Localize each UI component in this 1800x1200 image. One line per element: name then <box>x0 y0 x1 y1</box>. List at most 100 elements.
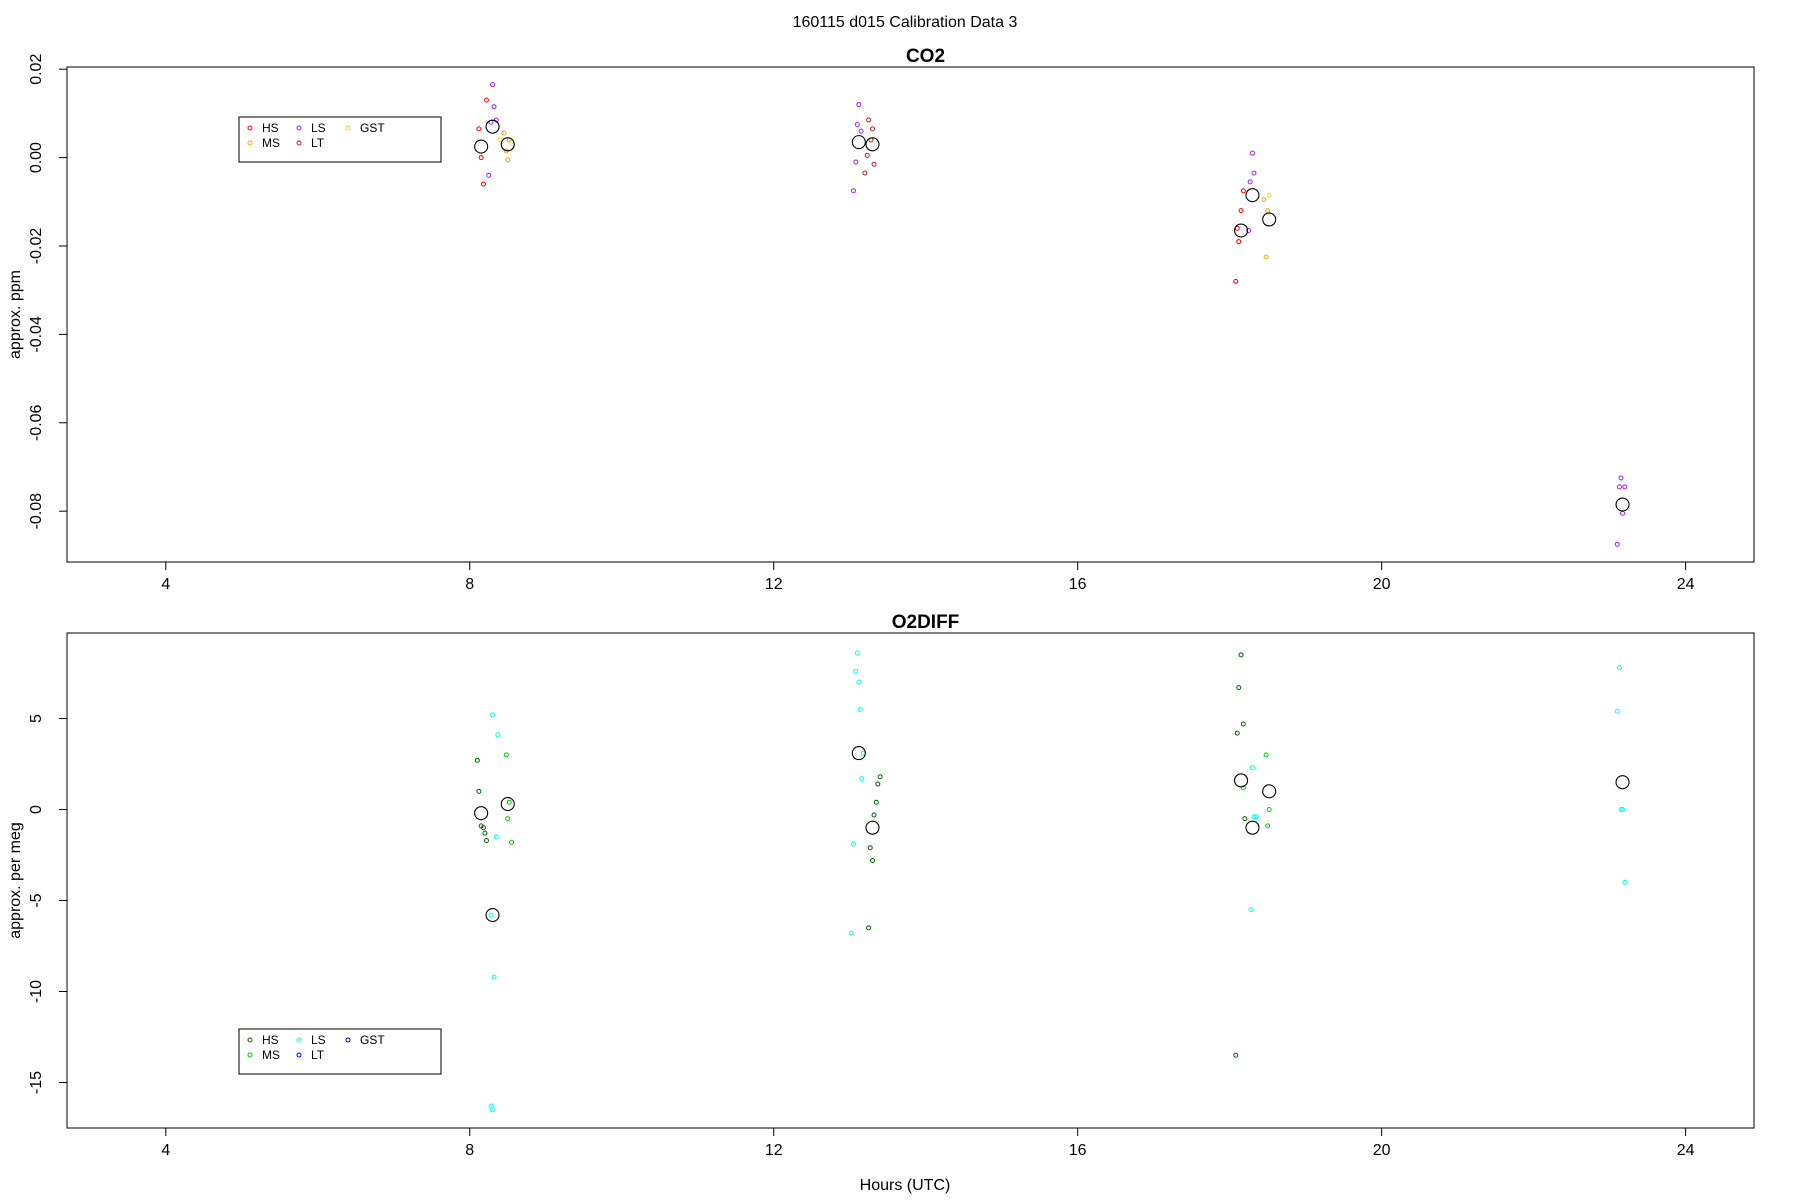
o2diff-x-tick-label: 16 <box>1069 1142 1087 1159</box>
o2diff-point-hs <box>867 845 873 851</box>
co2-legend-label: GST <box>360 121 385 135</box>
o2diff-point-ms <box>505 816 511 822</box>
o2diff-legend-marker <box>247 1052 253 1058</box>
co2-y-tick-label: 0.00 <box>28 142 45 173</box>
co2-mean-point <box>865 137 880 152</box>
co2-point-hs <box>480 181 486 187</box>
co2-legend-label: LT <box>311 136 325 150</box>
o2diff-point-ls <box>859 776 865 782</box>
co2-point-hs <box>483 97 489 103</box>
co2-legend-marker <box>296 140 302 146</box>
o2diff-y-axis-label: approx. per meg <box>7 822 24 939</box>
co2-point-hs <box>478 155 484 161</box>
o2diff-point-ls <box>1620 807 1626 813</box>
co2-legend-marker <box>247 140 253 146</box>
o2diff-point-hs <box>480 825 486 831</box>
figure-title: 160115 d015 Calibration Data 3 <box>793 14 1018 31</box>
o2diff-point-ls <box>851 841 857 847</box>
co2-panel: CO2 approx. ppm 4 8 12 16 20 24 -0.08 -0.06 -0.0… <box>7 46 1755 593</box>
o2diff-mean-point <box>1234 773 1249 788</box>
co2-mean-point <box>474 139 489 154</box>
o2diff-mean-point <box>485 908 500 923</box>
o2diff-point-ls <box>856 679 862 685</box>
co2-x-tick-label: 16 <box>1069 576 1087 593</box>
co2-point-ls <box>486 172 492 178</box>
o2diff-point-ls <box>1614 708 1620 714</box>
co2-point-lt <box>866 117 872 123</box>
co2-mean-point <box>1234 223 1249 238</box>
co2-point-ls <box>1247 179 1253 185</box>
co2-legend-label: HS <box>262 121 279 135</box>
o2diff-point-ms <box>1263 752 1269 758</box>
o2diff-point-ls <box>1248 907 1254 913</box>
co2-point-ls <box>1246 228 1252 234</box>
co2-axes: 4 8 12 16 20 24 -0.08 -0.06 -0.04 -0.02 0.00 0.02 <box>28 54 1695 593</box>
co2-point-ls <box>1614 541 1620 547</box>
o2diff-point-ls <box>493 834 499 840</box>
co2-x-tick-label: 12 <box>765 576 783 593</box>
co2-legend-box <box>238 116 442 163</box>
o2diff-plot-frame <box>66 632 1755 1129</box>
o2diff-legend-label: LS <box>311 1033 326 1047</box>
co2-legend-marker <box>296 125 302 131</box>
o2diff-point-hs <box>1242 816 1248 822</box>
o2diff-legend-label: MS <box>262 1048 280 1062</box>
o2diff-legend-box <box>238 1028 442 1075</box>
o2diff-point-ms <box>1240 785 1246 791</box>
o2diff-point-hs <box>873 799 879 805</box>
co2-point-ms <box>1265 208 1271 214</box>
o2diff-point-ms <box>509 839 515 845</box>
co2-x-tick-label: 8 <box>465 576 474 593</box>
o2diff-legend-marker <box>345 1037 351 1043</box>
co2-y-tick-label: -0.04 <box>28 316 45 353</box>
co2-point-lt <box>871 161 877 167</box>
o2diff-point-hs <box>1236 685 1242 691</box>
co2-mean-point <box>1615 497 1630 512</box>
co2-point-hs <box>1236 239 1242 245</box>
co2-point-hs <box>1240 188 1246 194</box>
o2diff-point-hs <box>1233 1052 1239 1058</box>
o2diff-mean-point <box>500 797 515 812</box>
o2diff-point-hs <box>476 788 482 794</box>
co2-point-ms <box>505 157 511 163</box>
o2diff-x-tick-label: 4 <box>161 1142 170 1159</box>
o2diff-mean-point <box>1262 784 1277 799</box>
co2-y-tick-label: 0.02 <box>28 54 45 85</box>
co2-point-lt <box>862 170 868 176</box>
co2-mean-point <box>1262 212 1277 227</box>
co2-mean-point <box>485 119 500 134</box>
o2diff-point-ms <box>1265 823 1271 829</box>
co2-x-tick-label: 24 <box>1677 576 1695 593</box>
o2diff-point-ls <box>490 1107 496 1113</box>
o2diff-point-ls <box>1253 814 1259 820</box>
co2-legend-marker <box>345 125 351 131</box>
o2diff-point-ls <box>488 912 494 918</box>
co2-point-ls <box>851 188 857 194</box>
co2-point-hs <box>1238 208 1244 214</box>
x-axis-label: Hours (UTC) <box>860 1177 951 1194</box>
co2-point-ms <box>501 130 507 136</box>
o2diff-point-ls <box>1622 879 1628 885</box>
o2diff-point-hs <box>877 774 883 780</box>
o2diff-x-tick-label: 24 <box>1677 1142 1695 1159</box>
co2-panel-title: CO2 <box>906 46 945 67</box>
o2diff-y-tick-label: -5 <box>28 893 45 907</box>
co2-point-ls <box>854 121 860 127</box>
o2diff-point-ls <box>490 712 496 718</box>
o2diff-legend-marker <box>296 1052 302 1058</box>
co2-y-tick-label: -0.06 <box>28 404 45 441</box>
o2diff-y-tick-label: -15 <box>28 1071 45 1094</box>
co2-point-ls <box>1251 170 1257 176</box>
o2diff-point-hs <box>474 757 480 763</box>
co2-point-lt <box>870 126 876 132</box>
co2-mean-point <box>500 137 515 152</box>
co2-mean-point <box>1245 188 1260 203</box>
o2diff-point-hs <box>1234 730 1240 736</box>
o2diff-x-tick-label: 12 <box>765 1142 783 1159</box>
co2-points <box>474 82 1630 547</box>
o2diff-point-ls <box>1616 665 1622 671</box>
o2diff-mean-point <box>1615 775 1630 790</box>
co2-legend-label: LS <box>311 121 326 135</box>
co2-point-ms <box>1263 254 1269 260</box>
